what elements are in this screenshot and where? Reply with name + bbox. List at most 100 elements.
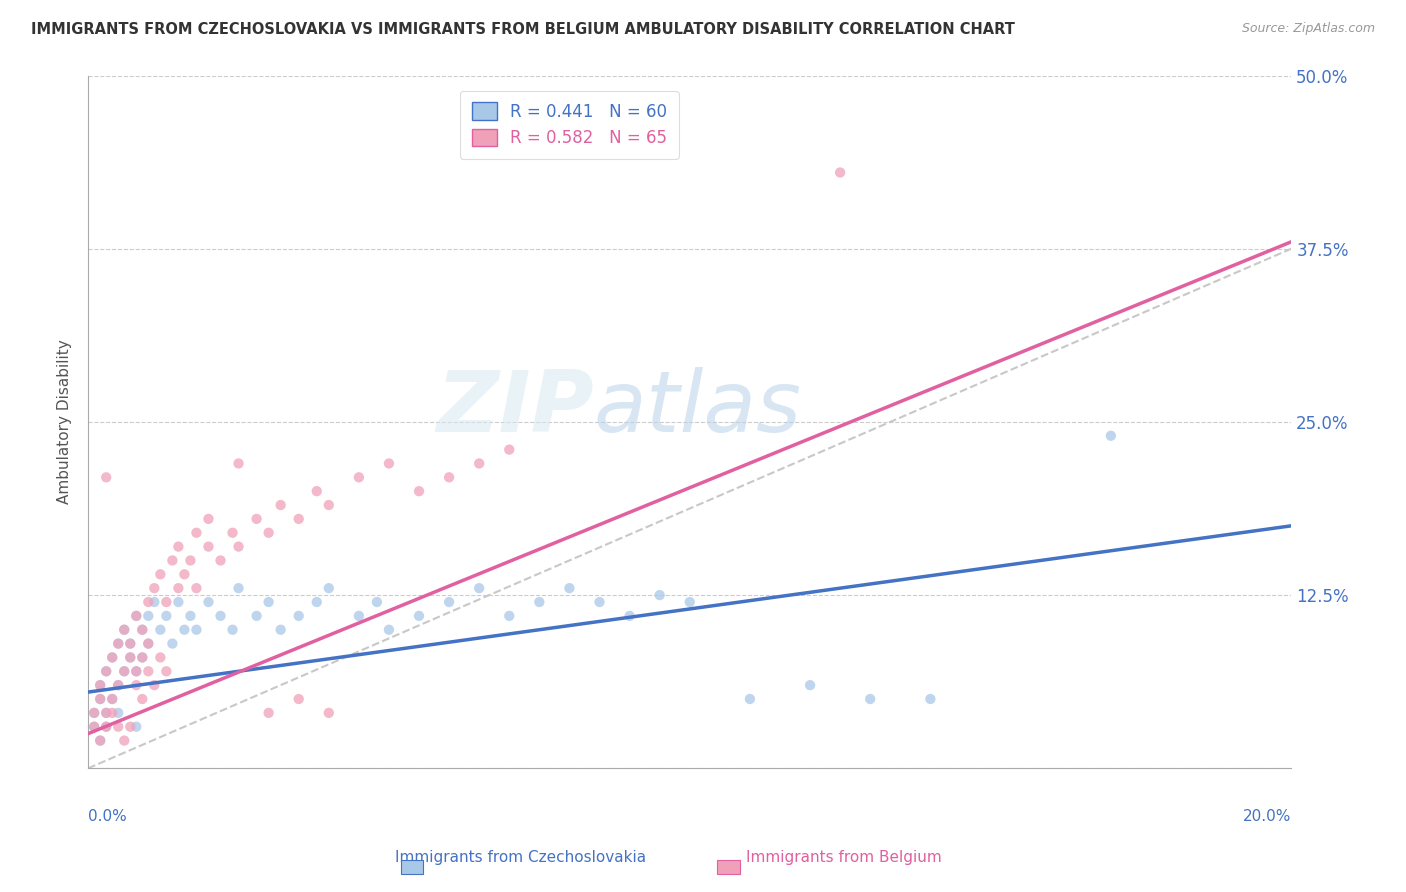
Point bbox=[107, 678, 129, 692]
Point bbox=[125, 720, 148, 734]
Point bbox=[287, 512, 309, 526]
Point bbox=[107, 706, 129, 720]
Point bbox=[498, 608, 520, 623]
Point bbox=[125, 665, 148, 679]
Point bbox=[920, 692, 942, 706]
Point bbox=[101, 650, 124, 665]
Point bbox=[305, 595, 328, 609]
Point bbox=[498, 442, 520, 457]
Point bbox=[107, 637, 129, 651]
Point bbox=[186, 525, 208, 540]
Point bbox=[588, 595, 610, 609]
Point bbox=[167, 581, 190, 595]
Point bbox=[143, 595, 166, 609]
Point bbox=[347, 608, 370, 623]
Point bbox=[155, 608, 177, 623]
Text: Source: ZipAtlas.com: Source: ZipAtlas.com bbox=[1241, 22, 1375, 36]
Point bbox=[318, 498, 340, 512]
Point bbox=[155, 665, 177, 679]
Point bbox=[136, 637, 159, 651]
Point bbox=[799, 678, 821, 692]
Point bbox=[221, 623, 243, 637]
Point bbox=[125, 665, 148, 679]
Point bbox=[107, 637, 129, 651]
Point bbox=[131, 650, 153, 665]
Point bbox=[89, 692, 111, 706]
Point bbox=[558, 581, 581, 595]
Point bbox=[120, 650, 142, 665]
Point bbox=[287, 692, 309, 706]
Point bbox=[89, 733, 111, 747]
Point bbox=[186, 623, 208, 637]
Point bbox=[209, 553, 232, 567]
Point bbox=[437, 595, 460, 609]
Point bbox=[131, 623, 153, 637]
Point bbox=[89, 733, 111, 747]
Point bbox=[186, 581, 208, 595]
Text: ZIP: ZIP bbox=[436, 367, 593, 450]
Point bbox=[173, 623, 195, 637]
Text: IMMIGRANTS FROM CZECHOSLOVAKIA VS IMMIGRANTS FROM BELGIUM AMBULATORY DISABILITY : IMMIGRANTS FROM CZECHOSLOVAKIA VS IMMIGR… bbox=[31, 22, 1015, 37]
Point bbox=[83, 720, 105, 734]
Point bbox=[246, 608, 269, 623]
Point bbox=[179, 608, 201, 623]
Point bbox=[96, 720, 118, 734]
Point bbox=[131, 623, 153, 637]
Point bbox=[619, 608, 641, 623]
Point bbox=[136, 665, 159, 679]
Point bbox=[179, 553, 201, 567]
Point bbox=[136, 608, 159, 623]
Point bbox=[1099, 429, 1122, 443]
Legend: R = 0.441   N = 60, R = 0.582   N = 65: R = 0.441 N = 60, R = 0.582 N = 65 bbox=[460, 91, 679, 159]
Point bbox=[830, 165, 852, 179]
Point bbox=[679, 595, 702, 609]
Point bbox=[257, 595, 280, 609]
Text: 0.0%: 0.0% bbox=[89, 809, 127, 824]
Point bbox=[173, 567, 195, 582]
Point bbox=[318, 706, 340, 720]
Text: 20.0%: 20.0% bbox=[1243, 809, 1291, 824]
Point bbox=[112, 623, 135, 637]
Point bbox=[408, 484, 430, 499]
Point bbox=[209, 608, 232, 623]
Point bbox=[96, 720, 118, 734]
Text: atlas: atlas bbox=[593, 367, 801, 450]
Point bbox=[648, 588, 671, 602]
Point bbox=[112, 733, 135, 747]
Point bbox=[408, 608, 430, 623]
Point bbox=[347, 470, 370, 484]
Point bbox=[162, 637, 184, 651]
Point bbox=[112, 623, 135, 637]
Point bbox=[101, 706, 124, 720]
Point bbox=[270, 498, 292, 512]
Point bbox=[89, 678, 111, 692]
Point bbox=[125, 608, 148, 623]
Point bbox=[112, 665, 135, 679]
Point bbox=[107, 720, 129, 734]
Point bbox=[221, 525, 243, 540]
Point bbox=[83, 706, 105, 720]
Point bbox=[120, 650, 142, 665]
Point bbox=[120, 720, 142, 734]
Point bbox=[270, 623, 292, 637]
Point bbox=[167, 595, 190, 609]
Point bbox=[197, 512, 219, 526]
Point bbox=[305, 484, 328, 499]
Point bbox=[143, 581, 166, 595]
Point bbox=[228, 581, 250, 595]
Point bbox=[529, 595, 551, 609]
Point bbox=[167, 540, 190, 554]
Point bbox=[468, 457, 491, 471]
Point bbox=[96, 470, 118, 484]
Point bbox=[378, 457, 401, 471]
Point bbox=[96, 706, 118, 720]
Point bbox=[83, 706, 105, 720]
Point bbox=[162, 553, 184, 567]
Text: Immigrants from Czechoslovakia: Immigrants from Czechoslovakia bbox=[395, 850, 645, 865]
Point bbox=[468, 581, 491, 595]
Point bbox=[120, 637, 142, 651]
Point bbox=[131, 692, 153, 706]
Point bbox=[257, 525, 280, 540]
Point bbox=[125, 678, 148, 692]
Point bbox=[112, 665, 135, 679]
